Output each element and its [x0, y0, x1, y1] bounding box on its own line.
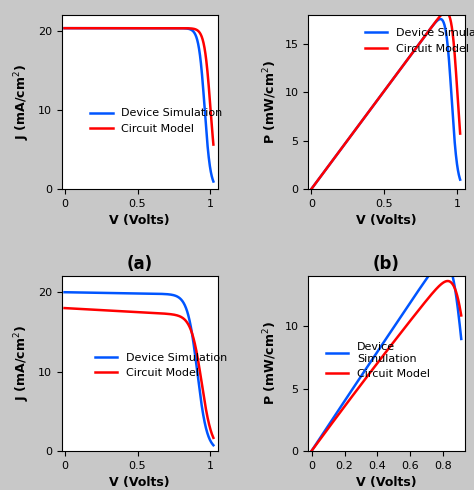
Device
Simulation — [318, 434, 324, 440]
Device Simulation — [395, 70, 401, 75]
Device Simulation — [62, 289, 67, 295]
X-axis label: V (Volts): V (Volts) — [109, 215, 170, 227]
Device Simulation — [71, 290, 76, 295]
Circuit Model — [71, 306, 76, 312]
X-axis label: V (Volts): V (Volts) — [356, 476, 417, 489]
Device Simulation — [148, 291, 154, 296]
Y-axis label: J (mA/cm$^2$): J (mA/cm$^2$) — [13, 64, 32, 140]
Line: Circuit Model: Circuit Model — [311, 12, 460, 189]
Device Simulation — [309, 186, 314, 192]
Legend: Device Simulation, Circuit Model: Device Simulation, Circuit Model — [86, 104, 227, 139]
Circuit Model — [318, 436, 324, 441]
Device Simulation — [438, 16, 443, 22]
Circuit Model — [148, 310, 154, 316]
Y-axis label: P (mW/cm$^2$): P (mW/cm$^2$) — [262, 60, 279, 144]
Circuit Model — [62, 305, 67, 311]
X-axis label: V (Volts): V (Volts) — [356, 215, 417, 227]
Circuit Model — [421, 34, 427, 40]
Circuit Model — [152, 25, 158, 31]
Device Simulation — [156, 25, 162, 31]
Circuit Model — [457, 131, 463, 137]
Circuit Model — [396, 333, 401, 339]
Device
Simulation — [438, 259, 443, 265]
Device Simulation — [71, 25, 76, 31]
Device Simulation — [148, 25, 154, 31]
Circuit Model — [437, 14, 442, 20]
X-axis label: V (Volts): V (Volts) — [109, 476, 170, 489]
Circuit Model — [156, 310, 162, 316]
Device Simulation — [156, 291, 162, 297]
Device Simulation — [399, 64, 404, 70]
Legend: Device Simulation, Circuit Model: Device Simulation, Circuit Model — [361, 24, 474, 58]
Circuit Model — [458, 313, 464, 318]
Circuit Model — [174, 25, 180, 31]
Text: (b): (b) — [373, 255, 400, 273]
Legend: Device Simulation, Circuit Model: Device Simulation, Circuit Model — [91, 348, 232, 383]
Device
Simulation — [441, 258, 447, 264]
Device
Simulation — [396, 317, 401, 323]
Device Simulation — [190, 335, 196, 341]
Circuit Model — [71, 25, 76, 31]
Device
Simulation — [400, 311, 405, 317]
Y-axis label: P (mW/cm$^2$): P (mW/cm$^2$) — [262, 321, 279, 406]
Circuit Model — [62, 25, 67, 31]
Device Simulation — [152, 291, 158, 296]
Device Simulation — [437, 16, 442, 22]
Y-axis label: J (mA/cm$^2$): J (mA/cm$^2$) — [13, 326, 32, 401]
Device Simulation — [174, 294, 180, 299]
Device Simulation — [190, 28, 196, 34]
Line: Circuit Model: Circuit Model — [64, 28, 213, 145]
Device
Simulation — [422, 278, 428, 284]
Device Simulation — [210, 442, 216, 448]
Circuit Model — [395, 70, 401, 75]
Device Simulation — [174, 25, 180, 31]
Line: Circuit Model: Circuit Model — [64, 308, 213, 438]
Circuit Model — [318, 174, 323, 180]
Device
Simulation — [458, 336, 464, 342]
Circuit Model — [438, 282, 443, 288]
Circuit Model — [445, 278, 451, 284]
Device Simulation — [210, 178, 216, 184]
Circuit Model — [148, 25, 154, 31]
Device Simulation — [421, 34, 427, 40]
Device Simulation — [62, 25, 67, 31]
Device Simulation — [457, 177, 463, 183]
Legend: Device
Simulation, Circuit Model: Device Simulation, Circuit Model — [322, 338, 435, 384]
Circuit Model — [190, 25, 196, 31]
Line: Circuit Model: Circuit Model — [311, 281, 461, 451]
Circuit Model — [403, 58, 409, 64]
Device
Simulation — [309, 448, 314, 454]
Device Simulation — [403, 58, 409, 64]
Circuit Model — [422, 299, 428, 305]
Circuit Model — [399, 64, 404, 70]
Circuit Model — [309, 186, 314, 192]
Line: Device Simulation: Device Simulation — [311, 19, 460, 189]
Circuit Model — [152, 310, 158, 316]
Circuit Model — [156, 25, 162, 31]
Circuit Model — [190, 333, 196, 339]
Circuit Model — [404, 322, 410, 328]
Device Simulation — [152, 25, 158, 31]
Circuit Model — [400, 328, 405, 334]
Circuit Model — [443, 9, 448, 15]
Circuit Model — [309, 448, 314, 454]
Line: Device
Simulation: Device Simulation — [311, 261, 461, 451]
Circuit Model — [174, 313, 180, 318]
Circuit Model — [210, 435, 216, 441]
Text: (a): (a) — [127, 255, 153, 273]
Line: Device Simulation: Device Simulation — [64, 28, 213, 181]
Line: Device Simulation: Device Simulation — [64, 292, 213, 445]
Device Simulation — [318, 174, 323, 180]
Device
Simulation — [404, 305, 410, 311]
Circuit Model — [210, 142, 216, 147]
